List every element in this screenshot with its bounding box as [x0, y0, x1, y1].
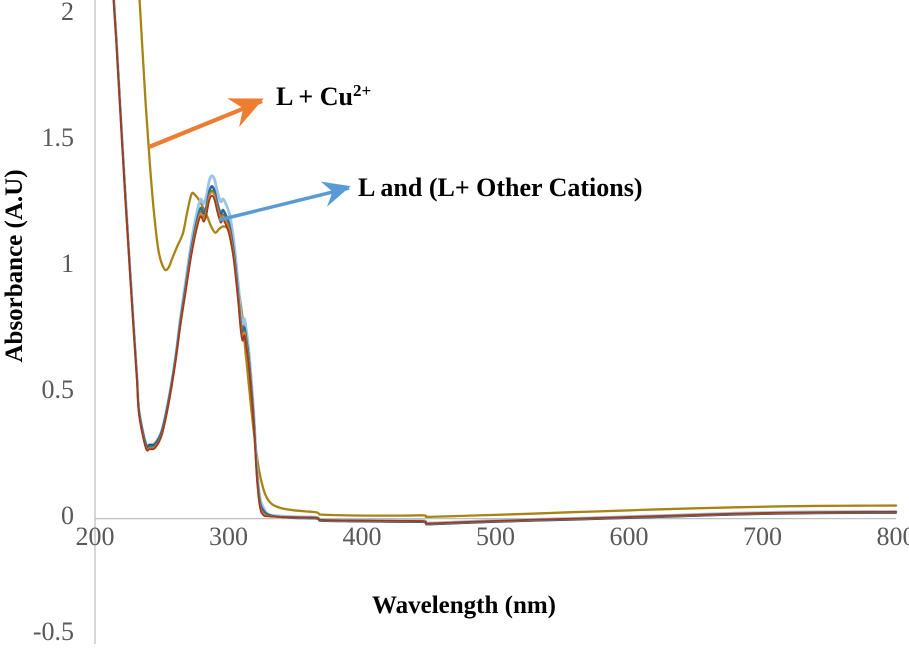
svg-text:200: 200 [76, 522, 115, 551]
svg-text:L and (L+ Other Cations): L and (L+ Other Cations) [358, 173, 643, 202]
svg-text:1: 1 [61, 249, 74, 278]
svg-text:300: 300 [209, 522, 248, 551]
svg-text:0: 0 [61, 501, 74, 530]
svg-text:0.5: 0.5 [42, 375, 75, 404]
svg-text:Absorbance (A.U): Absorbance (A.U) [1, 169, 28, 362]
svg-text:400: 400 [343, 522, 382, 551]
svg-text:500: 500 [476, 522, 515, 551]
svg-text:-0.5: -0.5 [33, 617, 74, 646]
svg-text:2: 2 [61, 0, 74, 26]
svg-text:800: 800 [877, 522, 909, 551]
svg-text:700: 700 [743, 522, 782, 551]
svg-text:Wavelength (nm): Wavelength (nm) [372, 592, 556, 619]
svg-text:1.5: 1.5 [42, 123, 75, 152]
svg-text:600: 600 [610, 522, 649, 551]
